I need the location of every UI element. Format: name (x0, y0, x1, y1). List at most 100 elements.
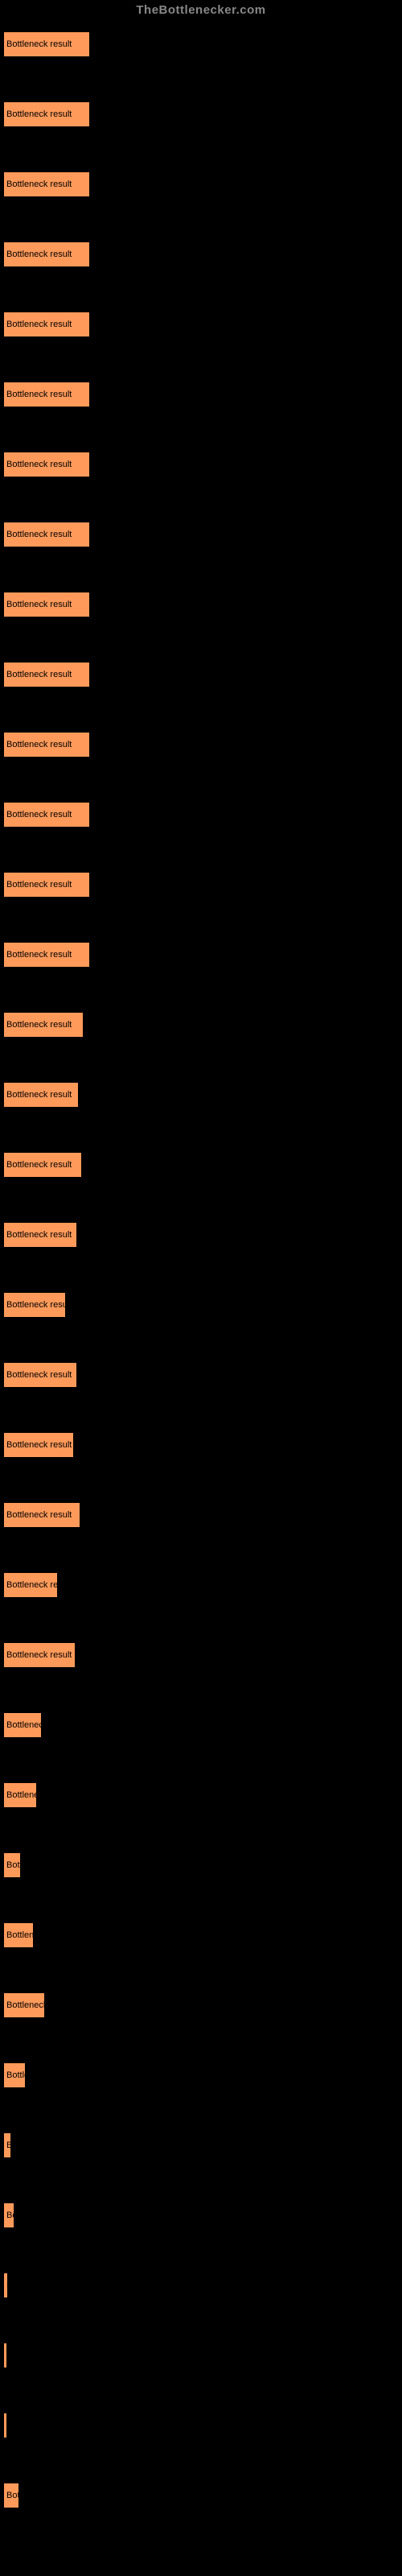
bar-row: Bottleneck result (3, 2483, 399, 2508)
bar: Bottleneck result (3, 452, 90, 477)
bar-row: Bottleneck result (3, 732, 399, 758)
bar-label: Bottleneck result (6, 600, 72, 609)
bar-row: Bottleneck result (3, 1712, 399, 1738)
bar-label: Bottleneck result (6, 1930, 34, 1940)
bar-label: Bottleneck result (6, 1790, 37, 1800)
bar-row: Bottleneck result (3, 1852, 399, 1878)
bar-label: Bottleneck result (6, 2000, 45, 2010)
bar-label: Bottleneck result (6, 740, 72, 749)
bar-label: Bottleneck result (6, 2211, 14, 2220)
bar-row: Bottleneck result (3, 1362, 399, 1388)
bar-label: Bottleneck result (6, 1860, 21, 1870)
bar-label: Bottleneck result (6, 670, 72, 679)
bar-label: Bottleneck result (6, 1720, 42, 1730)
bar: Bottleneck result (3, 2483, 19, 2508)
bar: Bottleneck result (3, 1082, 79, 1108)
bar-label: Bottleneck result (6, 320, 72, 329)
bar-row: Bottleneck result (3, 1152, 399, 1178)
bar-row: Bottleneck result (3, 1642, 399, 1668)
bar-label: Bottleneck result (6, 1510, 72, 1520)
bar-label: Bottleneck result (6, 2070, 26, 2080)
bar-row: Bottleneck result (3, 31, 399, 57)
bar: Bottleneck result (3, 1992, 45, 2018)
bar: Bottleneck result (3, 1782, 37, 1808)
bar-row: Bottleneck result (3, 942, 399, 968)
bar: Bottleneck result (3, 2343, 7, 2368)
bar: Bottleneck result (3, 2413, 7, 2438)
bar-label: Bottleneck result (6, 1370, 72, 1380)
bar: Bottleneck result (3, 1152, 82, 1178)
bar-label: Bottleneck result (6, 250, 72, 259)
bar-label: Bottleneck result (6, 1230, 72, 1240)
bar-row: Bottleneck result (3, 1502, 399, 1528)
bar: Bottleneck result (3, 31, 90, 57)
bar-row: Bottleneck result (3, 592, 399, 617)
bar-row: Bottleneck result (3, 2132, 399, 2158)
bar: Bottleneck result (3, 872, 90, 898)
bar-row: Bottleneck result (3, 1922, 399, 1948)
bar-label: Bottleneck result (6, 39, 72, 49)
bar: Bottleneck result (3, 2202, 14, 2228)
bar-label: Bottleneck result (6, 2421, 7, 2430)
bar-row: Bottleneck result (3, 312, 399, 337)
bar: Bottleneck result (3, 1012, 84, 1038)
bar: Bottleneck result (3, 1502, 80, 1528)
bar-row: Bottleneck result (3, 1292, 399, 1318)
bar-row: Bottleneck result (3, 1222, 399, 1248)
bar-label: Bottleneck result (6, 2491, 19, 2500)
bar-row: Bottleneck result (3, 452, 399, 477)
bar: Bottleneck result (3, 592, 90, 617)
bar: Bottleneck result (3, 2132, 11, 2158)
bar-label: Bottleneck result (6, 1160, 72, 1170)
bar-label: Bottleneck result (6, 460, 72, 469)
bar-label: Bottleneck result (6, 2351, 7, 2360)
bar-label: Bottleneck result (6, 530, 72, 539)
bar-row: Bottleneck result (3, 1012, 399, 1038)
bar: Bottleneck result (3, 1432, 74, 1458)
bar: Bottleneck result (3, 242, 90, 267)
bar-label: Bottleneck result (6, 180, 72, 189)
bottleneck-bar-chart: Bottleneck result Bottleneck result Bottle… (0, 31, 402, 2508)
bar-label: Bottleneck result (6, 1650, 72, 1660)
bar-label: Bottleneck result (6, 390, 72, 399)
bar-row: Bottleneck result (3, 872, 399, 898)
bar: Bottleneck result (3, 1922, 34, 1948)
bar-label: Bottleneck result (6, 880, 72, 890)
bar-row: Bottleneck result (3, 1432, 399, 1458)
bar-row: Bottleneck result (3, 242, 399, 267)
watermark-text: TheBottlenecker.com (0, 3, 402, 17)
bar: Bottleneck result (3, 522, 90, 547)
bar: Bottleneck result (3, 732, 90, 758)
bar-row: Bottleneck result (3, 1782, 399, 1808)
bar-label: Bottleneck result (6, 1580, 58, 1590)
bar: Bottleneck result (3, 1572, 58, 1598)
bar: Bottleneck result (3, 101, 90, 127)
bar: Bottleneck result (3, 1712, 42, 1738)
bar: Bottleneck result (3, 382, 90, 407)
bar-row: Bottleneck result (3, 382, 399, 407)
bar: Bottleneck result (3, 2062, 26, 2088)
bar: Bottleneck result (3, 1362, 77, 1388)
bar-row: Bottleneck result (3, 2273, 399, 2298)
bar-row: Bottleneck result (3, 1572, 399, 1598)
bar-row: Bottleneck result (3, 802, 399, 828)
bar-row: Bottleneck result (3, 662, 399, 687)
bar: Bottleneck result (3, 2273, 8, 2298)
bar-row: Bottleneck result (3, 171, 399, 197)
bar-row: Bottleneck result (3, 101, 399, 127)
bar: Bottleneck result (3, 1222, 77, 1248)
bar-label: Bottleneck result (6, 950, 72, 960)
bar-row: Bottleneck result (3, 2343, 399, 2368)
bar-row: Bottleneck result (3, 522, 399, 547)
bar-label: Bottleneck result (6, 810, 72, 819)
bar-label: Bottleneck result (6, 109, 72, 119)
bar: Bottleneck result (3, 802, 90, 828)
bar-row: Bottleneck result (3, 2413, 399, 2438)
bar: Bottleneck result (3, 1292, 66, 1318)
bar: Bottleneck result (3, 1852, 21, 1878)
bar: Bottleneck result (3, 1642, 76, 1668)
bar-row: Bottleneck result (3, 1992, 399, 2018)
bar: Bottleneck result (3, 942, 90, 968)
bar-row: Bottleneck result (3, 2202, 399, 2228)
bar: Bottleneck result (3, 171, 90, 197)
